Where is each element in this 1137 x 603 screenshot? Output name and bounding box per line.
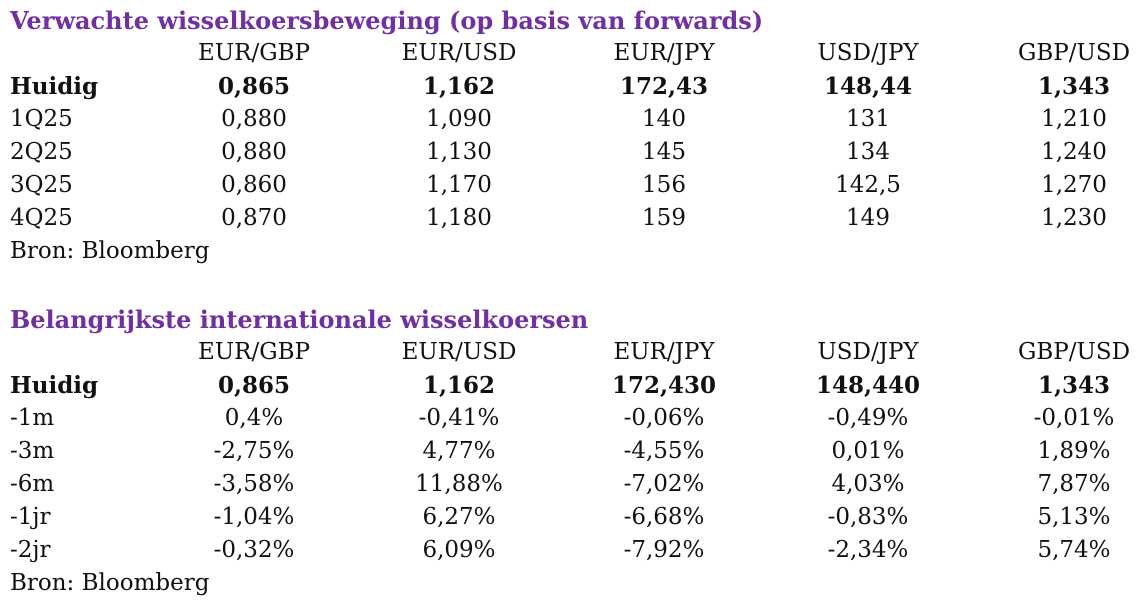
table-row: -1jr -1,04% 6,27% -6,68% -0,83% 5,13% xyxy=(0,501,1137,534)
table-cell: 5,13% xyxy=(1037,504,1111,530)
row-label: Huidig xyxy=(10,73,99,100)
international-title: Belangrijkste internationale wisselkoers… xyxy=(10,305,589,334)
table-cell: 134 xyxy=(846,139,890,165)
column-header: EUR/GBP xyxy=(198,339,310,365)
row-label: 1Q25 xyxy=(10,106,73,132)
table-cell: 0,4% xyxy=(224,405,284,431)
table-cell: -0,01% xyxy=(1033,405,1115,431)
table-cell: 156 xyxy=(642,172,686,198)
table-cell: 4,03% xyxy=(831,471,905,497)
table-cell: 0,01% xyxy=(831,438,905,464)
table-cell: 1,343 xyxy=(1037,372,1111,399)
table-cell: -4,55% xyxy=(623,438,705,464)
table-cell: 6,09% xyxy=(422,537,496,563)
table-cell: -3,58% xyxy=(213,471,295,497)
column-header: EUR/GBP xyxy=(198,40,310,66)
table-cell: 0,865 xyxy=(217,73,291,100)
table-cell: 1,162 xyxy=(422,73,496,100)
table-cell: 1,270 xyxy=(1041,172,1107,198)
table-cell: 172,43 xyxy=(619,73,709,100)
table-row: 1Q25 0,880 1,090 140 131 1,210 xyxy=(0,103,1137,136)
table-cell: 0,870 xyxy=(221,205,287,231)
table-cell: 159 xyxy=(642,205,686,231)
table-row: 3Q25 0,860 1,170 156 142,5 1,270 xyxy=(0,169,1137,202)
table-cell: 1,130 xyxy=(426,139,492,165)
table-row: -2jr -0,32% 6,09% -7,92% -2,34% 5,74% xyxy=(0,534,1137,567)
table-cell: -0,83% xyxy=(827,504,909,530)
source-note: Bron: Bloomberg xyxy=(10,570,210,596)
table-cell: -0,49% xyxy=(827,405,909,431)
table-cell: 0,865 xyxy=(217,372,291,399)
table-cell: 1,343 xyxy=(1037,73,1111,100)
column-header: USD/JPY xyxy=(817,339,919,365)
table-cell: -7,02% xyxy=(623,471,705,497)
table-cell: 148,440 xyxy=(815,372,921,399)
forecast-title: Verwachte wisselkoersbeweging (op basis … xyxy=(10,6,764,35)
table-row: 4Q25 0,870 1,180 159 149 1,230 xyxy=(0,202,1137,235)
table-cell: 0,860 xyxy=(221,172,287,198)
row-label: -3m xyxy=(10,438,55,464)
table-cell: -1,04% xyxy=(213,504,295,530)
table-cell: 0,880 xyxy=(221,106,287,132)
column-header: GBP/USD xyxy=(1017,339,1131,365)
row-label: 4Q25 xyxy=(10,205,73,231)
table-cell: 1,89% xyxy=(1037,438,1111,464)
table-cell: 5,74% xyxy=(1037,537,1111,563)
table-cell: 4,77% xyxy=(422,438,496,464)
table-cell: 0,880 xyxy=(221,139,287,165)
column-header: GBP/USD xyxy=(1017,40,1131,66)
row-label: -1m xyxy=(10,405,55,431)
table-cell: 1,170 xyxy=(426,172,492,198)
column-header: EUR/JPY xyxy=(613,339,715,365)
table-cell: -6,68% xyxy=(623,504,705,530)
table-cell: 1,240 xyxy=(1041,139,1107,165)
table-cell: -7,92% xyxy=(623,537,705,563)
table-cell: -2,34% xyxy=(827,537,909,563)
row-label: -6m xyxy=(10,471,55,497)
table-row: Huidig 0,865 1,162 172,430 148,440 1,343 xyxy=(0,369,1137,402)
table-row: -3m -2,75% 4,77% -4,55% 0,01% 1,89% xyxy=(0,435,1137,468)
table-cell: 172,430 xyxy=(611,372,717,399)
table-cell: 7,87% xyxy=(1037,471,1111,497)
international-header-row: EUR/GBP EUR/USD EUR/JPY USD/JPY GBP/USD xyxy=(0,336,1137,369)
table-cell: 1,180 xyxy=(426,205,492,231)
table-cell: 149 xyxy=(846,205,890,231)
forecast-header-row: EUR/GBP EUR/USD EUR/JPY USD/JPY GBP/USD xyxy=(0,37,1137,70)
table-cell: 142,5 xyxy=(835,172,901,198)
table-cell: -0,06% xyxy=(623,405,705,431)
table-cell: -0,32% xyxy=(213,537,295,563)
table-cell: 1,230 xyxy=(1041,205,1107,231)
table-row: Huidig 0,865 1,162 172,43 148,44 1,343 xyxy=(0,70,1137,103)
table-cell: 148,44 xyxy=(823,73,913,100)
row-label: Huidig xyxy=(10,372,99,399)
table-cell: 145 xyxy=(642,139,686,165)
table-row: -1m 0,4% -0,41% -0,06% -0,49% -0,01% xyxy=(0,402,1137,435)
column-header: USD/JPY xyxy=(817,40,919,66)
table-cell: 1,210 xyxy=(1041,106,1107,132)
table-cell: -0,41% xyxy=(418,405,500,431)
table-cell: 6,27% xyxy=(422,504,496,530)
row-label: 3Q25 xyxy=(10,172,73,198)
source-note: Bron: Bloomberg xyxy=(10,238,210,264)
column-header: EUR/JPY xyxy=(613,40,715,66)
row-label: -2jr xyxy=(10,537,51,563)
table-row: -6m -3,58% 11,88% -7,02% 4,03% 7,87% xyxy=(0,468,1137,501)
column-header: EUR/USD xyxy=(401,40,517,66)
row-label: -1jr xyxy=(10,504,51,530)
row-label: 2Q25 xyxy=(10,139,73,165)
table-cell: 131 xyxy=(846,106,890,132)
table-cell: 140 xyxy=(642,106,686,132)
table-cell: 1,090 xyxy=(426,106,492,132)
table-cell: 11,88% xyxy=(415,471,503,497)
column-header: EUR/USD xyxy=(401,339,517,365)
table-cell: -2,75% xyxy=(213,438,295,464)
table-row: 2Q25 0,880 1,130 145 134 1,240 xyxy=(0,136,1137,169)
table-cell: 1,162 xyxy=(422,372,496,399)
